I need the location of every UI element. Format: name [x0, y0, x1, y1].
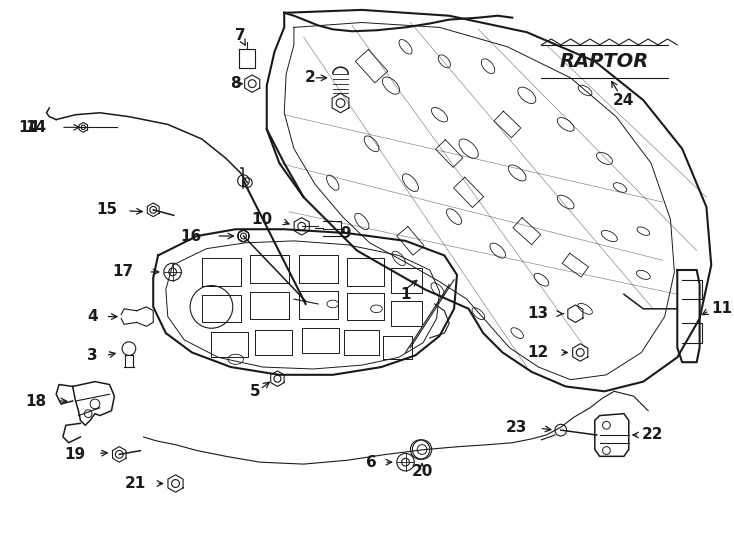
Text: 21: 21: [126, 476, 146, 491]
Text: 10: 10: [252, 212, 272, 227]
Text: 6: 6: [366, 455, 377, 470]
Text: 11: 11: [711, 301, 733, 316]
Text: 20: 20: [411, 464, 433, 480]
Text: 7: 7: [235, 28, 246, 43]
Text: 1: 1: [400, 287, 411, 302]
Text: 17: 17: [113, 265, 134, 279]
Text: 9: 9: [341, 226, 351, 241]
Text: 15: 15: [96, 202, 117, 217]
Text: RAPTOR: RAPTOR: [560, 52, 649, 71]
Text: 14: 14: [26, 120, 46, 135]
Text: 22: 22: [642, 428, 663, 442]
Text: 13: 13: [527, 306, 548, 321]
Text: 8: 8: [230, 76, 241, 91]
Text: 12: 12: [527, 345, 548, 360]
Text: 4: 4: [87, 309, 98, 324]
Text: 2: 2: [305, 70, 316, 85]
Text: 23: 23: [506, 420, 527, 435]
Text: 3: 3: [87, 348, 98, 363]
Text: 18: 18: [26, 394, 46, 409]
Text: 14: 14: [18, 120, 40, 135]
Text: 19: 19: [64, 447, 85, 462]
Text: 5: 5: [250, 384, 261, 399]
Text: 24: 24: [613, 93, 635, 107]
Text: 16: 16: [181, 228, 202, 244]
